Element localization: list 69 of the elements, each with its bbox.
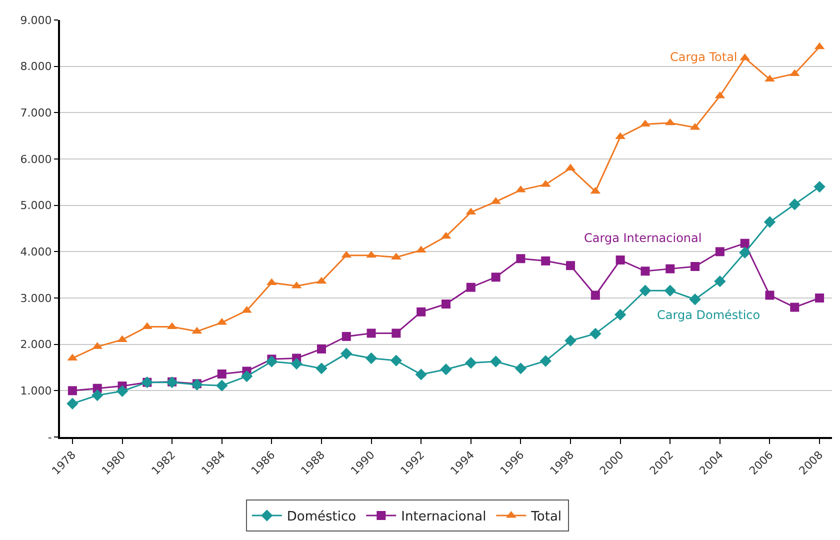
point <box>740 238 750 248</box>
y-tick-label: 7.000 <box>20 106 52 120</box>
point <box>590 290 600 300</box>
point <box>392 328 401 338</box>
y-tick-label: 4.000 <box>20 246 52 259</box>
legend-label: Internacional <box>401 510 486 525</box>
y-tick-label: 6.000 <box>20 152 52 166</box>
point <box>416 307 426 316</box>
y-tick-label: 1.000 <box>20 384 52 398</box>
point <box>290 358 302 370</box>
point <box>738 246 751 258</box>
point <box>514 362 527 374</box>
point <box>790 302 800 312</box>
point <box>466 282 476 292</box>
y-tick-label: 3.000 <box>20 292 52 305</box>
annotation: Carga Doméstico <box>657 308 760 322</box>
legend-label: Doméstico <box>286 510 356 525</box>
annotation: Carga Total <box>670 50 738 64</box>
y-tick-label: 2.000 <box>20 338 52 352</box>
point <box>516 254 526 264</box>
point <box>639 284 652 296</box>
point <box>814 180 826 193</box>
point <box>616 256 625 265</box>
point <box>689 294 701 306</box>
point <box>440 364 452 376</box>
point <box>316 362 328 374</box>
point <box>415 368 427 380</box>
point <box>566 261 576 270</box>
point <box>365 352 378 364</box>
point <box>442 300 450 309</box>
point <box>216 380 228 392</box>
point <box>714 275 726 288</box>
y-tick-label: 5.000 <box>20 199 52 212</box>
point <box>540 355 552 367</box>
y-tick-label: - <box>48 430 52 444</box>
point <box>614 308 626 321</box>
point <box>564 334 576 346</box>
point <box>92 389 104 402</box>
point <box>590 328 602 340</box>
point <box>490 356 502 368</box>
point <box>765 290 774 300</box>
point <box>240 370 253 382</box>
point <box>342 332 351 341</box>
point <box>266 356 278 368</box>
point <box>491 272 500 282</box>
point <box>640 266 650 276</box>
point <box>690 262 700 271</box>
legend-label: Total <box>530 510 562 525</box>
point <box>764 74 775 82</box>
y-tick-label: 8.000 <box>20 60 52 74</box>
point <box>764 216 776 228</box>
point <box>366 328 376 338</box>
point <box>788 198 800 210</box>
point <box>666 264 675 274</box>
y-tick-label: 9.000 <box>20 14 52 27</box>
point <box>815 294 824 302</box>
point <box>715 247 724 256</box>
point <box>366 250 376 258</box>
point <box>116 385 128 397</box>
point <box>68 386 77 396</box>
point <box>664 284 676 296</box>
point <box>541 256 550 266</box>
point <box>316 344 326 354</box>
point <box>465 357 477 369</box>
point <box>66 398 78 410</box>
annotation: Carga Internacional <box>584 231 702 245</box>
point <box>390 354 402 366</box>
point <box>340 348 352 360</box>
point <box>217 369 226 378</box>
